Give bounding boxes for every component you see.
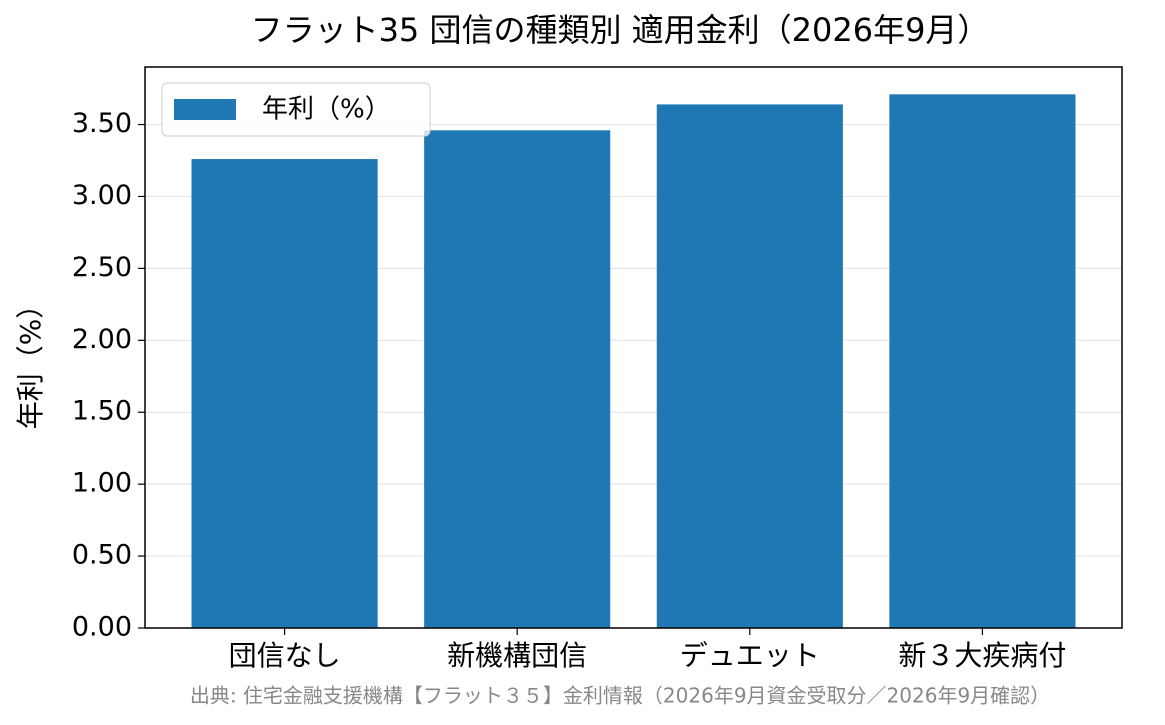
bar	[424, 130, 611, 629]
x-tick-label: 新３大疾病付	[898, 639, 1066, 672]
bar	[191, 159, 378, 629]
y-tick-label: 2.00	[72, 324, 132, 355]
bar	[656, 104, 843, 628]
x-tick-label: 団信なし	[229, 639, 341, 672]
y-tick-label: 2.50	[72, 252, 132, 283]
legend-label: 年利（%）	[262, 95, 391, 125]
y-axis-label: 年利（%）	[14, 291, 47, 430]
bar	[889, 94, 1076, 629]
plot-frame	[144, 66, 1123, 629]
chart-title: フラット35 団信の種類別 適用金利（2026年9月）	[251, 11, 990, 49]
source-note: 出典: 住宅金融支援機構【フラット３５】金利情報（2026年9月資金受取分／20…	[190, 684, 1050, 708]
legend-box	[161, 82, 431, 137]
y-tick-label: 1.50	[72, 396, 132, 427]
y-tick-label: 1.00	[72, 468, 132, 499]
x-tick-label: 新機構団信	[447, 639, 587, 672]
y-tick-label: 0.50	[72, 540, 132, 571]
y-tick-label: 0.00	[72, 612, 132, 643]
y-tick-label: 3.00	[72, 180, 132, 211]
y-tick-label: 3.50	[72, 108, 132, 139]
legend-swatch	[174, 99, 236, 120]
x-tick-label: デュエット	[680, 639, 820, 672]
